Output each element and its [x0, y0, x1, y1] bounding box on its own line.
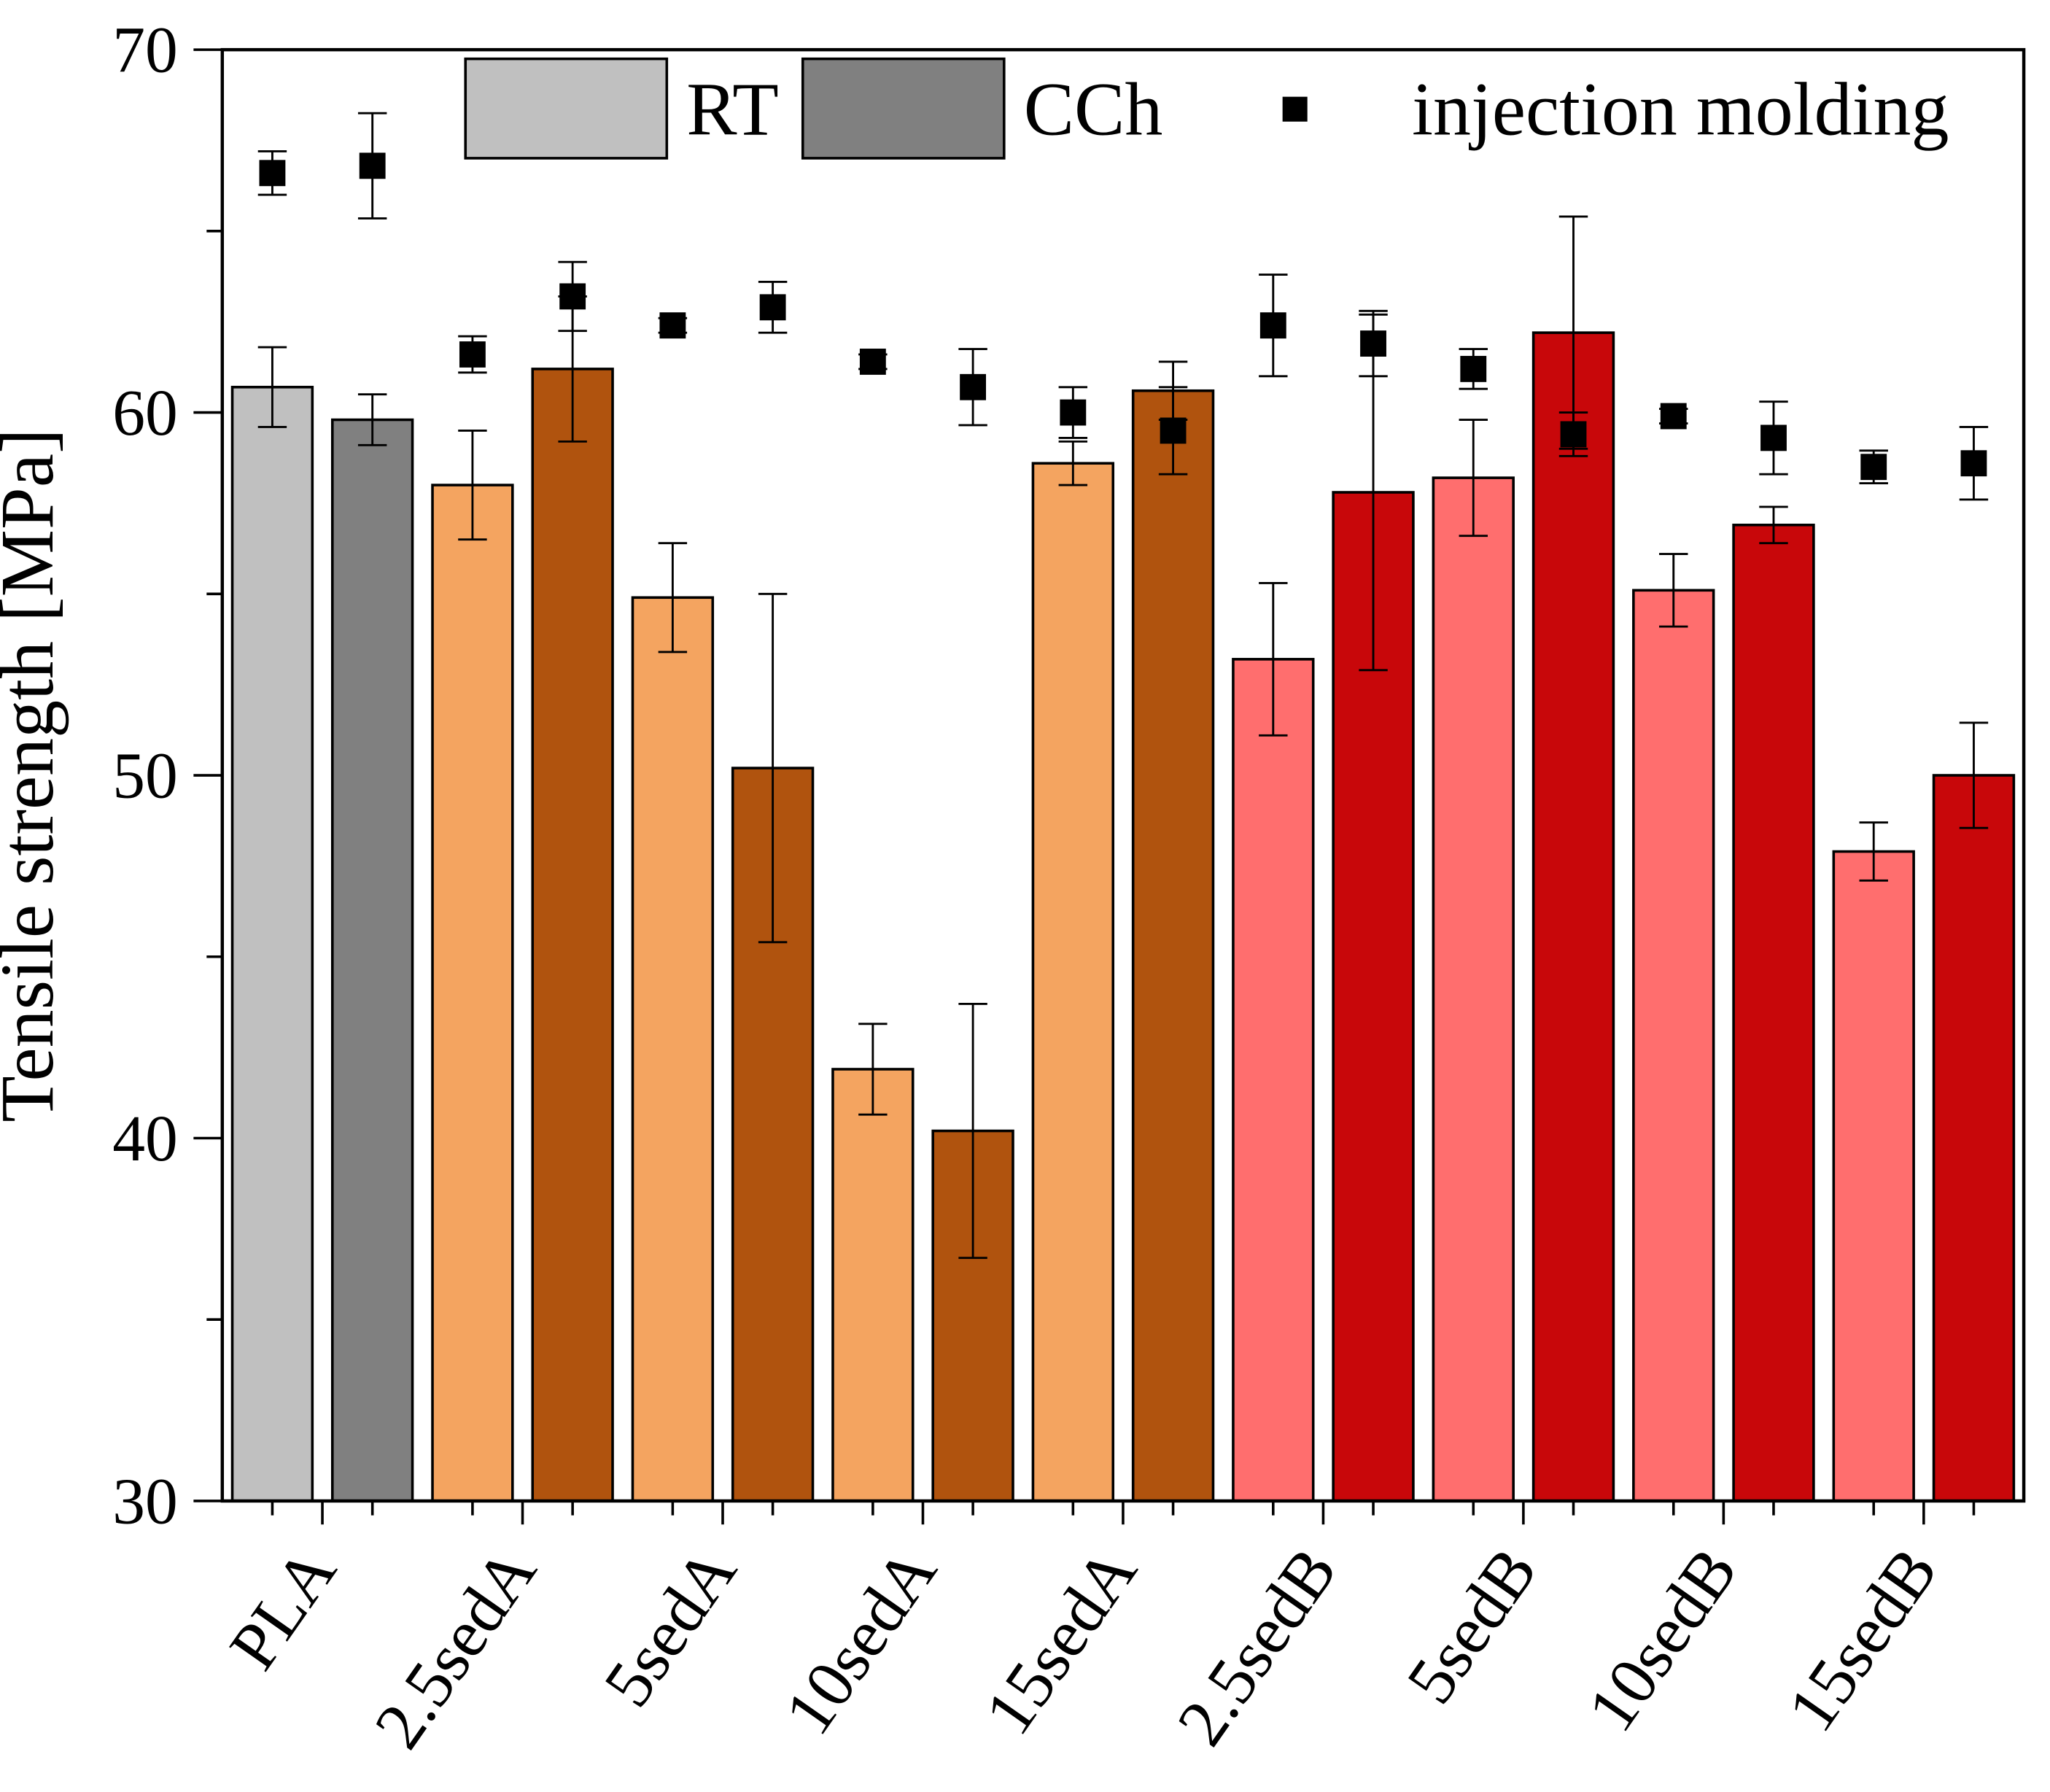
error-bar-cch-15sedB — [1959, 721, 1989, 829]
injection-marker-15sedB-cch — [1960, 450, 1987, 477]
error-bar-cch-10sedA — [958, 1003, 987, 1260]
error-bar-cch-5sedA — [758, 592, 788, 944]
error-bar-cch-PLA — [357, 393, 387, 446]
bar-cch-2.5sedA — [531, 368, 614, 1502]
y-tick-label: 30 — [112, 1465, 178, 1537]
bar-rt-PLA — [230, 385, 314, 1502]
bar-cch-15sedA — [1131, 389, 1215, 1502]
bar-cch-5sedB — [1531, 331, 1615, 1502]
legend: RT CCh injection molding — [464, 57, 1949, 160]
bar-rt-2.5sedB — [1232, 658, 1315, 1502]
injection-marker-10sedA-cch — [960, 373, 987, 400]
injection-marker-5sedA-cch — [759, 294, 786, 321]
x-category-label: 5sedA — [590, 1535, 751, 1720]
error-bar-rt-5sedA — [658, 542, 688, 653]
error-bar-rt-15sedB — [1859, 821, 1888, 882]
legend-label-cch: CCh — [1024, 68, 1163, 152]
bar-rt-15sedA — [1031, 462, 1115, 1502]
x-category-label: 10sedB — [1573, 1535, 1752, 1745]
error-bar-rt-10sedB — [1659, 553, 1688, 628]
y-tick-label: 40 — [112, 1103, 178, 1175]
x-category-label: 15sedB — [1774, 1535, 1952, 1745]
y-tick-label: 60 — [112, 377, 178, 449]
injection-markers-layer — [259, 152, 1987, 481]
bar-cch-10sedB — [1732, 523, 1815, 1502]
injection-marker-10sedA-rt — [859, 349, 886, 375]
injection-marker-PLA-rt — [259, 160, 286, 187]
x-category-label: 2.5sedB — [1163, 1535, 1351, 1758]
bar-rt-10sedA — [831, 1068, 915, 1502]
plot-frame — [220, 47, 2026, 1503]
legend-label-injection: injection molding — [1412, 68, 1949, 152]
injection-marker-2.5sedB-cch — [1360, 330, 1386, 357]
bar-cch-15sedB — [1932, 774, 2016, 1502]
bar-rt-5sedA — [631, 596, 715, 1502]
injection-marker-5sedA-rt — [659, 312, 686, 339]
error-bar-rt-2.5sedA — [458, 430, 487, 541]
injection-marker-15sedA-rt — [1060, 399, 1087, 426]
bar-rt-5sedB — [1432, 476, 1515, 1502]
injection-marker-15sedA-cch — [1160, 417, 1187, 444]
injection-marker-15sedB-rt — [1860, 454, 1887, 481]
x-category-label: 5sedB — [1393, 1535, 1552, 1717]
x-category-label: 10sedA — [770, 1535, 951, 1748]
bar-rt-2.5sedA — [431, 484, 514, 1502]
bar-rt-10sedB — [1632, 589, 1715, 1502]
x-category-label: PLA — [215, 1535, 350, 1683]
legend-marker-injection — [1282, 96, 1308, 122]
y-tick-label: 50 — [112, 740, 178, 812]
error-bar-rt-15sedA — [1058, 440, 1088, 486]
injection-marker-5sedB-cch — [1560, 421, 1587, 448]
legend-swatch-cch — [801, 57, 1006, 160]
error-bars-layer — [257, 112, 1989, 1260]
bars-layer — [230, 331, 2016, 1502]
error-bar-rt-PLA — [257, 346, 287, 428]
error-bar-cch-10sedB — [1759, 505, 1788, 545]
error-bar-rt-5sedB — [1459, 419, 1488, 538]
injection-marker-2.5sedA-cch — [559, 283, 586, 310]
injection-marker-2.5sedB-rt — [1259, 312, 1286, 339]
injection-marker-5sedB-rt — [1460, 355, 1487, 382]
x-category-label: 2.5sedA — [360, 1535, 551, 1761]
injection-marker-10sedB-rt — [1660, 403, 1687, 430]
injection-marker-PLA-cch — [359, 152, 386, 179]
bar-rt-15sedB — [1832, 850, 1915, 1502]
legend-swatch-rt — [464, 57, 669, 160]
error-bar-rt-10sedA — [858, 1023, 888, 1116]
injection-marker-10sedB-cch — [1760, 424, 1787, 451]
error-bar-rt-2.5sedB — [1259, 581, 1288, 737]
x-category-label: 15sedA — [971, 1535, 1152, 1748]
legend-label-rt: RT — [686, 68, 779, 152]
y-tick-label: 70 — [112, 15, 178, 87]
bar-cch-PLA — [330, 418, 414, 1502]
injection-marker-2.5sedA-rt — [459, 341, 486, 368]
y-axis-label: Tensile strength [MPa] — [0, 428, 69, 1122]
